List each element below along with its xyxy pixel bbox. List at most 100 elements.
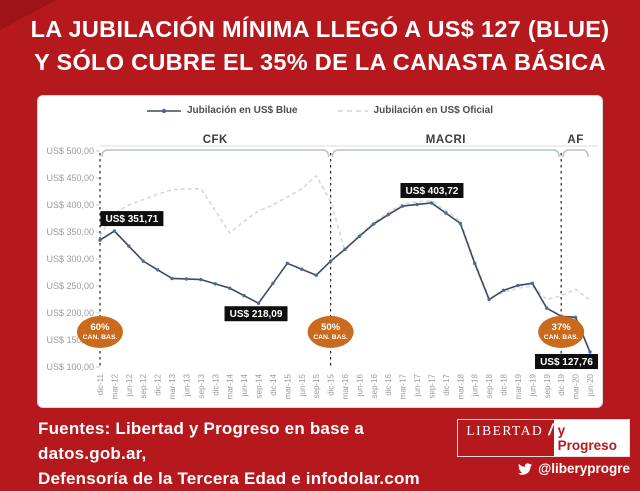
x-axis-label: sep-14 [255,373,264,398]
data-point-marker [141,259,145,263]
x-axis-label: dic-13 [211,373,220,395]
y-axis-label: US$ 300,00 [46,254,94,264]
canasta-badge [77,316,123,348]
x-axis-label: jun-14 [240,373,249,397]
y-axis-label: US$ 400,00 [46,200,94,210]
annotation-box [224,306,288,322]
period-label: AF [567,134,583,146]
data-point-marker [473,261,477,266]
y-axis-label: US$ 200,00 [46,308,94,318]
y-axis-label: US$ 350,00 [46,227,94,237]
legend-item-blue: Jubilación en US$ Blue [146,105,298,116]
x-axis-label: mar-20 [572,373,581,399]
period-bracket [562,149,589,158]
x-axis-label: sep-19 [543,373,552,398]
period-bracket [331,149,560,158]
badge-caption: CAN. BAS. [313,334,348,341]
blue-line-sample-icon [146,108,181,113]
x-axis-label: mar-15 [283,373,292,399]
data-point-marker [588,350,592,354]
oficial-series-line [99,174,591,301]
annotation-box [400,182,464,198]
x-axis-label: sep-18 [485,373,494,398]
data-point-marker [545,306,549,310]
sources-text: Fuentes: Libertad y Progreso en base a d… [38,416,457,491]
data-point-marker [573,315,578,320]
badge-percent: 50% [321,322,341,333]
legend-oficial-label: Jubilación en US$ Oficial [373,105,494,116]
data-point-marker [501,288,506,293]
x-axis-label: dic-16 [384,373,393,395]
x-axis-label: dic-15 [327,373,336,395]
y-axis-label: US$ 100,00 [46,362,94,372]
badge-caption: CAN. BAS. [544,334,579,341]
x-axis-label: sep-13 [197,373,206,398]
page-title: LA JUBILACIÓN MÍNIMA LLEGÓ A US$ 127 (BL… [0,13,640,79]
data-point-marker [444,211,448,215]
x-axis-label: dic-18 [500,373,509,395]
x-axis-label: sep-17 [427,373,436,398]
x-axis-label: dic-17 [442,373,451,395]
twitter-bird-icon [518,462,533,475]
footer: Fuentes: Libertad y Progreso en base a d… [38,416,630,491]
x-axis-label: jun-12 [125,373,134,397]
data-point-marker [429,201,434,205]
x-axis-label: mar-18 [456,373,465,399]
x-axis-label: jun-13 [182,373,191,397]
data-point-marker [372,222,376,226]
data-point-marker [213,282,217,286]
title-line-2: Y SÓLO CUBRE EL 35% DE LA CANASTA BÁSICA [34,49,606,75]
libertad-y-progreso-logo: LIBERTAD / y Progreso [457,419,630,457]
data-point-marker [199,277,203,282]
data-point-marker [184,277,189,281]
title-line-1: LA JUBILACIÓN MÍNIMA LLEGÓ A US$ 127 (BL… [30,16,610,42]
data-point-marker [271,281,275,285]
annotation-box [535,354,598,370]
pension-line-chart: US$ 500,00 US$ 450,00 US$ 400,00 US$ 350,00… [46,134,598,399]
period-label: MACRI [426,134,466,146]
canasta-badge [307,316,354,348]
x-axis-label: dic-19 [557,373,566,395]
data-point-marker [516,283,520,288]
canasta-badge [538,316,585,348]
annotation-box [100,211,164,227]
badge-percent: 60% [90,322,110,333]
x-axis-label: mar-14 [226,373,235,399]
data-point-marker [415,202,419,207]
x-axis-label: jun-15 [298,373,307,397]
data-point-marker [170,276,174,281]
x-axis-label: jun-19 [528,373,537,397]
annotation-label: US$ 127,76 [540,357,593,368]
badge-percent: 37% [552,322,572,333]
x-axis-label: dic-11 [96,373,105,395]
y-axis-label: US$ 500,00 [46,146,94,156]
x-axis-label: sep-15 [312,373,321,398]
x-axis-label: mar-12 [110,373,119,399]
data-point-marker [357,234,362,239]
data-point-marker [314,273,318,277]
data-point-marker [242,294,246,298]
data-point-marker [285,261,290,266]
badge-caption: CAN. BAS. [83,334,118,341]
annotation-label: US$ 403,72 [406,186,459,197]
sources-line-1: Fuentes: Libertad y Progreso en base a d… [38,419,364,463]
twitter-handle-row: @liberyprogre [518,461,630,476]
annotation-label: US$ 351,71 [105,214,158,225]
x-axis-label: dic-12 [154,373,163,395]
sources-line-2: Defensoría de la Tercera Edad e infodola… [38,469,420,488]
data-point-marker [487,297,491,302]
data-point-marker [530,281,535,285]
x-axis-label: mar-16 [341,373,350,399]
brand-block: LIBERTAD / y Progreso @liberyprogre [457,416,630,476]
data-point-marker [400,204,405,208]
logo-libertad-text: LIBERTAD [466,423,544,438]
legend-blue-label: Jubilación en US$ Blue [186,105,298,116]
x-axis-label: mar-19 [514,373,523,399]
period-label: CFK [203,134,228,146]
chart-legend: Jubilación en US$ Blue Jubilación en US$… [38,105,602,116]
data-point-marker [112,229,117,233]
dashed-line-sample-icon [337,109,368,112]
data-point-marker [127,244,131,248]
annotation-label: US$ 218,09 [230,309,283,320]
data-point-marker [300,267,304,271]
